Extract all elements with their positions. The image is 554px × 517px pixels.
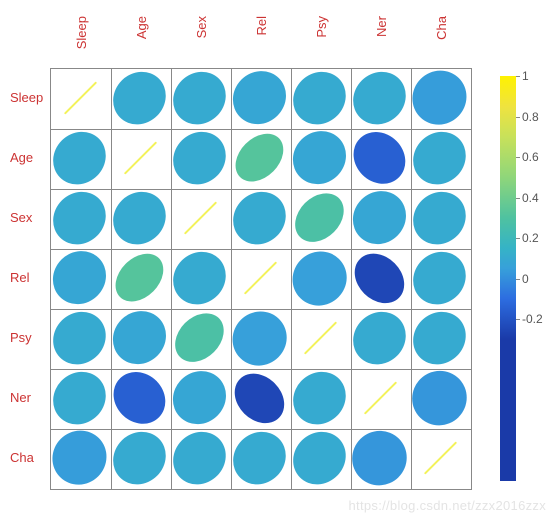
row-label: Age [10,150,33,165]
watermark: https://blog.csdn.net/zzx2016zzx [349,498,546,513]
col-label: Cha [434,16,449,40]
col-label: Ner [374,16,389,37]
colorbar-tick: 0.2 [522,231,539,245]
col-label: Rel [254,16,269,36]
row-label: Cha [10,450,34,465]
colorbar-tick: -0.2 [522,312,543,326]
col-label: Sleep [74,16,89,49]
grid [50,68,472,490]
colorbar-tick: 1 [522,69,529,83]
colorbar-tick: 0.8 [522,110,539,124]
row-label: Ner [10,390,31,405]
colorbar-tick: 0.6 [522,150,539,164]
col-label: Sex [194,16,209,38]
colorbar-track [500,76,516,481]
colorbar-tick: 0.4 [522,191,539,205]
row-label: Rel [10,270,30,285]
colorbar-tick: 0 [522,272,529,286]
row-label: Sleep [10,90,43,105]
row-label: Psy [10,330,32,345]
col-label: Psy [314,16,329,38]
row-label: Sex [10,210,32,225]
col-label: Age [134,16,149,39]
